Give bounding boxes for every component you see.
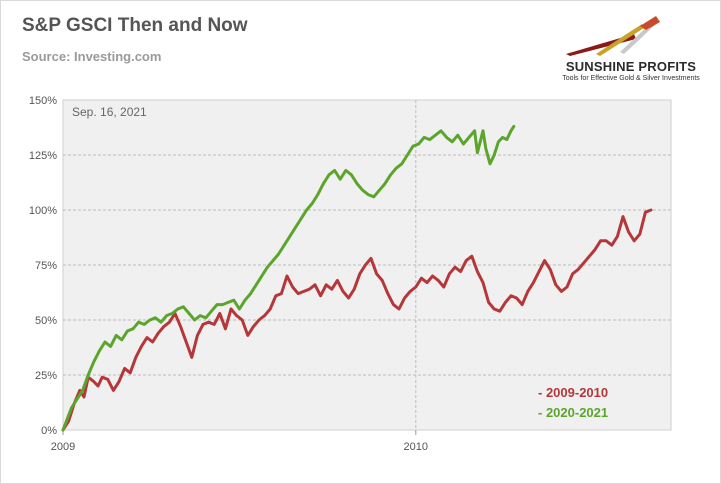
y-tick-label: 25% (35, 370, 57, 382)
logo-tagline: Tools for Effective Gold & Silver Invest… (562, 75, 700, 82)
y-tick-label: 75% (35, 260, 57, 272)
y-tick-label: 100% (29, 205, 57, 217)
sunshine-profits-logo: SUNSHINE PROFITS Tools for Effective Gol… (556, 14, 706, 86)
chart-title: S&P GSCI Then and Now (22, 15, 248, 36)
y-tick-label: 150% (29, 95, 57, 107)
logo-name: SUNSHINE PROFITS (565, 59, 697, 74)
x-tick-label: 2010 (404, 441, 428, 453)
series-lines (61, 124, 653, 432)
y-tick-label: 0% (41, 425, 57, 437)
logo-swoosh-icon (566, 16, 660, 56)
y-axis: 0% 25% 50% 75% 100% 125% 150% (29, 95, 57, 437)
y-tick-label: 50% (35, 315, 57, 327)
legend-entry: - 2009-2010 (538, 385, 608, 400)
chart-source: Source: Investing.com (22, 49, 162, 64)
series-line-0 (61, 208, 653, 432)
y-tick-label: 125% (29, 150, 57, 162)
x-axis: 2009 2010 (51, 430, 428, 453)
series-line-1 (61, 124, 516, 432)
legend-entry: - 2020-2021 (538, 405, 608, 420)
legend: - 2009-2010 - 2020-2021 (538, 385, 608, 420)
x-tick-label: 2009 (51, 441, 75, 453)
date-annotation: Sep. 16, 2021 (72, 105, 147, 119)
